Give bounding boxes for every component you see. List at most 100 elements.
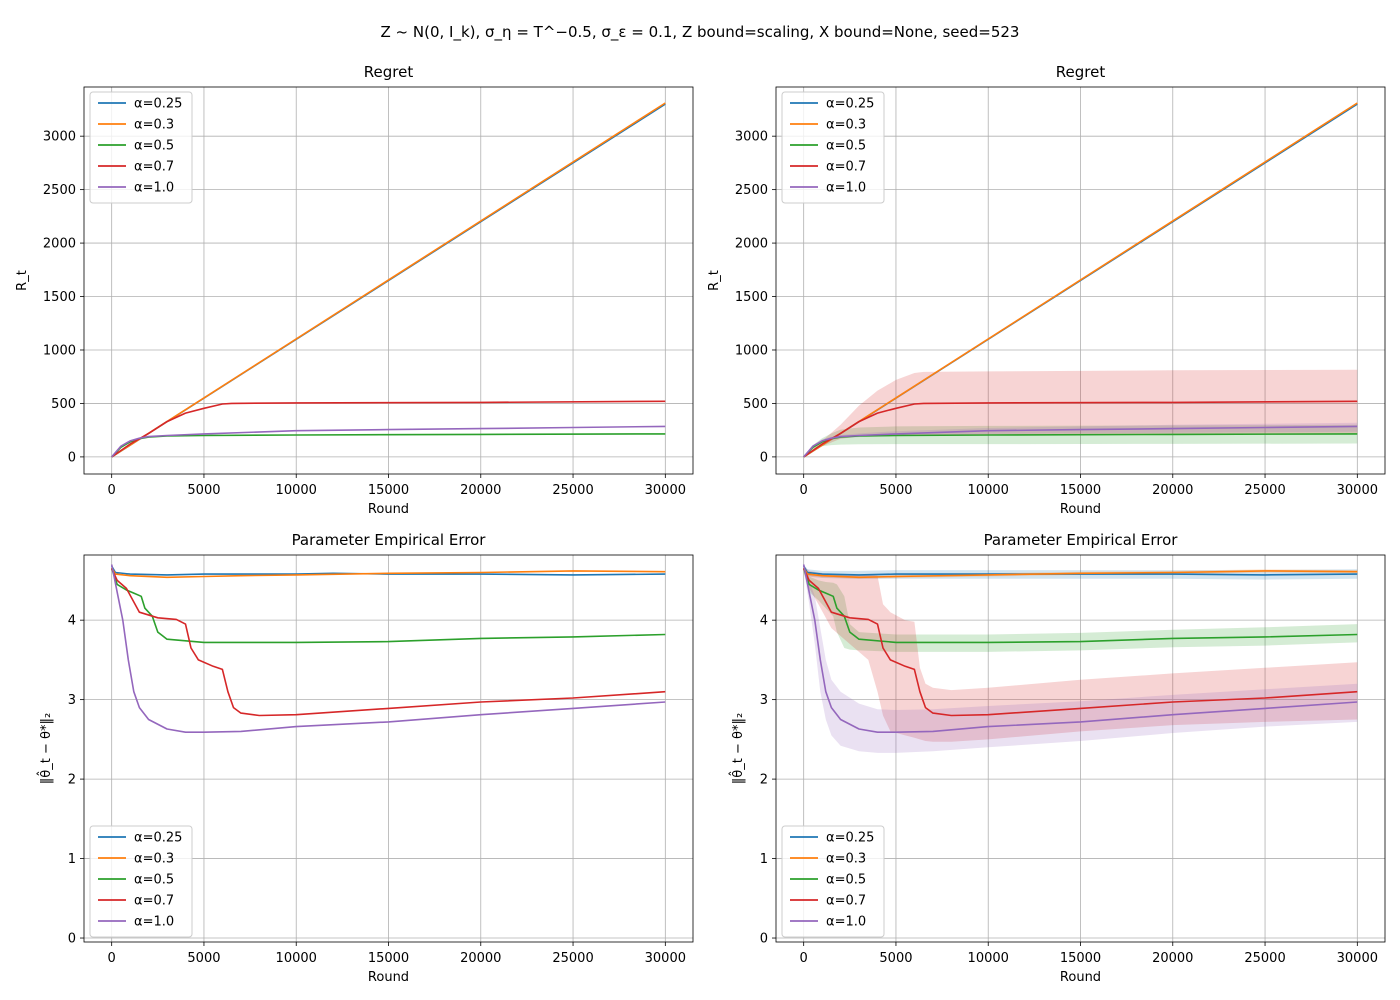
x-tick-label: 20000 — [1152, 951, 1193, 966]
y-axis-label: R_t — [707, 270, 722, 291]
band-α=0.7 — [803, 566, 1358, 742]
x-tick-label: 5000 — [879, 483, 912, 498]
series-line-α=0.3 — [111, 102, 666, 458]
y-tick-label: 1500 — [735, 290, 768, 305]
axes-title: Parameter Empirical Error — [984, 531, 1179, 549]
band-α=1.0 — [803, 562, 1358, 753]
y-axis-label: ‖θ̂_t − θ*‖₂ — [37, 713, 54, 784]
axes-title: Parameter Empirical Error — [292, 531, 487, 549]
series-line-α=0.5 — [110, 568, 666, 644]
series-line-α=0.3 — [803, 567, 1358, 579]
axes-regret-mean: 0 5000 10000 15000 20000 25000 30000 0 500 1000 15… — [15, 63, 694, 517]
legend: α=0.25 α=0.3 α=0.5 α=0.7 α=1.0 — [781, 825, 885, 938]
y-tick-label: 2000 — [43, 237, 76, 252]
series-line-α=0.3 — [803, 102, 1358, 458]
series-line-α=1.0 — [110, 564, 666, 734]
y-tick-label: 1500 — [43, 290, 76, 305]
legend-label-α=0.3: α=0.3 — [134, 118, 174, 133]
y-tick-label: 2500 — [43, 183, 76, 198]
series-line-α=1.0 — [111, 425, 666, 458]
legend-label-α=0.25: α=0.25 — [826, 97, 874, 112]
plot-area-regret-band — [803, 102, 1358, 458]
x-tick-label: 5000 — [879, 951, 912, 966]
y-tick-label: 0 — [760, 932, 768, 947]
y-tick-label: 2500 — [735, 183, 768, 198]
legend-frame — [781, 825, 885, 938]
x-tick-label: 30000 — [1337, 951, 1378, 966]
legend-label-α=0.25: α=0.25 — [826, 831, 874, 846]
y-axis-label: R_t — [15, 270, 30, 291]
legend-label-α=0.7: α=0.7 — [134, 160, 174, 175]
series-line-α=0.3 — [111, 567, 666, 579]
series-line-α=0.7 — [802, 568, 1358, 717]
x-tick-label: 15000 — [1060, 483, 1101, 498]
legend-label-α=1.0: α=1.0 — [134, 181, 174, 196]
legend-frame — [781, 91, 885, 204]
series-line-α=1.0 — [802, 564, 1358, 734]
plot-area-error-band — [802, 562, 1358, 753]
plot-area-error-mean — [110, 564, 666, 734]
x-tick-label: 20000 — [1152, 483, 1193, 498]
series-line-α=1.0 — [803, 425, 1358, 458]
axes-title: Regret — [364, 63, 414, 81]
x-tick-label: 15000 — [1060, 951, 1101, 966]
axes-error-band: 0 5000 10000 15000 20000 25000 30000 0 1 2 3 4 Param… — [729, 531, 1386, 985]
legend-label-α=0.7: α=0.7 — [826, 160, 866, 175]
legend-label-α=0.7: α=0.7 — [134, 894, 174, 909]
figure-suptitle: Z ~ N(0, I_k), σ_η = T^−0.5, σ_ε = 0.1, … — [381, 23, 1020, 42]
x-tick-label: 5000 — [187, 483, 220, 498]
x-axis-label: Round — [368, 502, 409, 517]
x-axis-label: Round — [1060, 502, 1101, 517]
series-line-α=0.25 — [803, 565, 1358, 576]
x-tick-label: 0 — [108, 951, 116, 966]
y-tick-label: 3 — [760, 693, 768, 708]
legend-label-α=0.7: α=0.7 — [826, 894, 866, 909]
legend-label-α=0.25: α=0.25 — [134, 831, 182, 846]
y-tick-label: 1000 — [43, 343, 76, 358]
x-tick-label: 10000 — [276, 483, 317, 498]
x-tick-label: 10000 — [968, 483, 1009, 498]
y-tick-label: 0 — [68, 450, 76, 465]
y-tick-label: 3000 — [735, 130, 768, 145]
axes-title: Regret — [1056, 63, 1106, 81]
band-α=0.7 — [803, 369, 1358, 457]
x-tick-label: 10000 — [276, 951, 317, 966]
y-tick-label: 3 — [68, 693, 76, 708]
y-tick-label: 3000 — [43, 130, 76, 145]
band-α=1.0 — [803, 422, 1358, 457]
legend-label-α=1.0: α=1.0 — [826, 915, 866, 930]
y-tick-label: 1 — [760, 852, 768, 867]
x-axis-label: Round — [368, 970, 409, 985]
series-line-α=0.5 — [802, 568, 1358, 644]
plot-area-regret-mean — [111, 102, 666, 458]
legend: α=0.25 α=0.3 α=0.5 α=0.7 α=1.0 — [89, 91, 193, 204]
legend-label-α=0.5: α=0.5 — [826, 873, 866, 888]
y-tick-label: 0 — [68, 932, 76, 947]
y-tick-label: 1000 — [735, 343, 768, 358]
x-tick-label: 0 — [800, 951, 808, 966]
y-tick-label: 4 — [760, 614, 768, 629]
legend-label-α=1.0: α=1.0 — [826, 181, 866, 196]
y-tick-label: 2 — [760, 773, 768, 788]
y-tick-label: 0 — [760, 450, 768, 465]
y-tick-label: 4 — [68, 614, 76, 629]
legend-label-α=0.5: α=0.5 — [134, 873, 174, 888]
legend-frame — [89, 825, 193, 938]
y-tick-label: 500 — [51, 397, 76, 412]
legend-label-α=0.3: α=0.3 — [134, 852, 174, 867]
axes-error-mean: 0 5000 10000 15000 20000 25000 30000 0 1 2 3 4 Param… — [37, 531, 694, 985]
legend-label-α=1.0: α=1.0 — [134, 915, 174, 930]
x-axis-label: Round — [1060, 970, 1101, 985]
x-tick-label: 25000 — [552, 483, 593, 498]
legend-label-α=0.5: α=0.5 — [134, 139, 174, 154]
y-axis-label: ‖θ̂_t − θ*‖₂ — [729, 713, 746, 784]
x-tick-label: 10000 — [968, 951, 1009, 966]
x-tick-label: 0 — [108, 483, 116, 498]
x-tick-label: 25000 — [1244, 483, 1285, 498]
y-tick-label: 2 — [68, 773, 76, 788]
series-line-α=0.7 — [110, 568, 666, 717]
x-tick-label: 30000 — [1337, 483, 1378, 498]
x-tick-label: 30000 — [645, 951, 686, 966]
